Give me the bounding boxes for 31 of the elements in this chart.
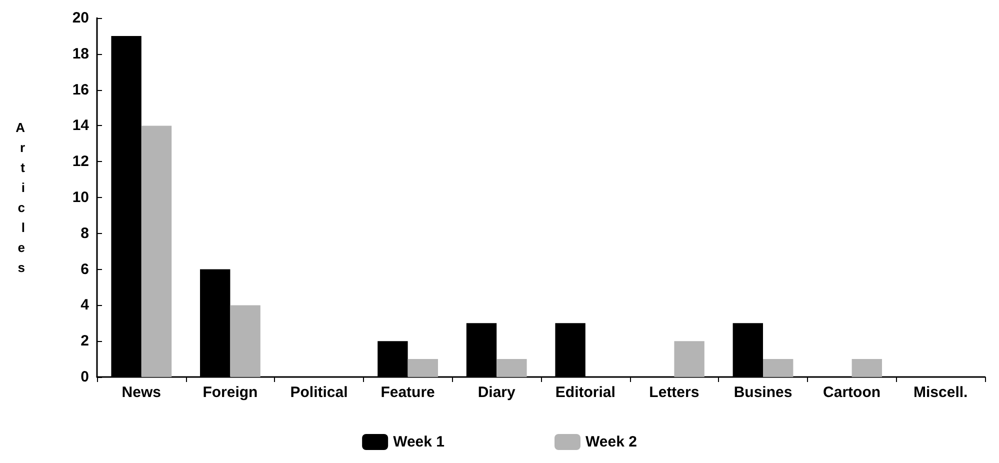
bar	[496, 359, 527, 377]
bar	[141, 126, 172, 377]
y-tick-label: 2	[80, 332, 89, 350]
y-tick-label: 0	[80, 368, 89, 386]
x-tick-label: Political	[290, 384, 348, 401]
y-tick-label: 12	[72, 153, 89, 170]
x-tick-label: Letters	[649, 384, 700, 401]
bar	[674, 341, 704, 377]
x-tick-label: Busines	[734, 384, 792, 401]
bar	[763, 359, 794, 377]
x-tick-label: Feature	[380, 384, 435, 401]
x-tick-label: Editorial	[555, 384, 616, 401]
x-tick-label: Foreign	[202, 384, 258, 401]
y-tick-label: 6	[80, 260, 89, 278]
y-tick-label: 4	[80, 296, 90, 314]
y-tick-label: 8	[80, 224, 89, 242]
y-tick-label: 20	[72, 10, 89, 26]
x-tick-label: News	[122, 384, 161, 401]
legend-label: Week 2	[586, 434, 637, 450]
x-tick-label: Miscell.	[914, 384, 968, 401]
bar	[408, 359, 438, 377]
y-tick-label: 14	[72, 117, 90, 134]
x-tick-label: Diary	[478, 384, 516, 401]
bar	[852, 359, 882, 377]
y-tick-label: 16	[72, 81, 89, 98]
y-tick-label: 10	[72, 189, 89, 206]
legend-label: Week 1	[393, 434, 445, 450]
bar	[230, 305, 260, 377]
y-axis-title: Articles	[16, 120, 26, 275]
x-tick-label: Cartoon	[823, 384, 881, 401]
y-tick-label: 18	[72, 45, 89, 62]
